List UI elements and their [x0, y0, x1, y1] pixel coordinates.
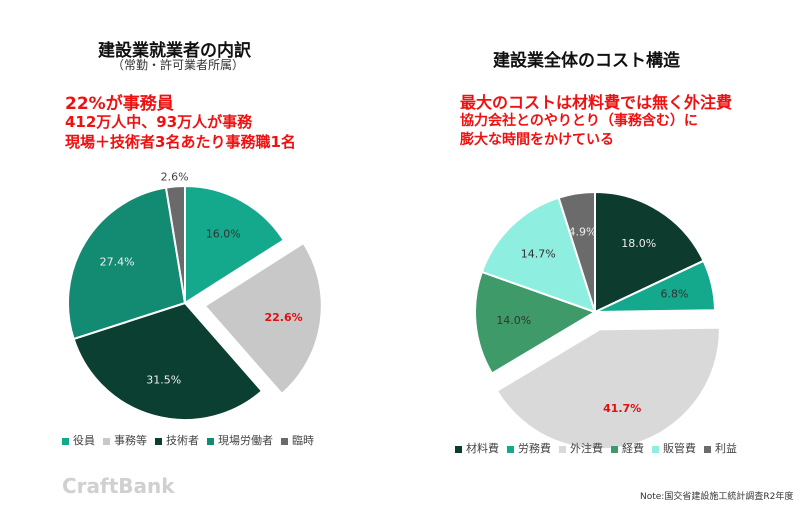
chart1-note-2: 現場＋技術者3名あたり事務職1名 — [65, 133, 296, 151]
legend-swatch — [704, 445, 711, 453]
legend-swatch — [559, 445, 566, 453]
chart1-subtitle: （常勤・許可業者所属） — [112, 58, 245, 72]
pie-slice-0-4 — [164, 184, 186, 304]
chart2-title: 建設業全体のコスト構造 — [493, 51, 680, 71]
legend-item: 技術者 — [155, 432, 199, 448]
legend-label: 材料費 — [466, 442, 499, 455]
pie-slice-0-2 — [72, 301, 264, 421]
legend-swatch — [507, 445, 514, 453]
legend-label: 経費 — [622, 442, 644, 455]
data-label-0-3: 27.4% — [100, 256, 135, 269]
chart1-headline: 22%が事務員 — [65, 94, 174, 114]
chart2-legend: 材料費 労務費 外注費 経費 販管費 利益 — [455, 440, 737, 456]
legend-swatch — [207, 437, 214, 445]
legend-label: 外注費 — [570, 442, 603, 455]
chart2-headline: 最大のコストは材料費では無く外注費 — [460, 93, 733, 112]
data-label-1-3: 14.0% — [496, 314, 531, 327]
legend-label: 販管費 — [663, 442, 696, 455]
legend-swatch — [103, 437, 110, 445]
legend-item: 利益 — [704, 440, 737, 456]
pie-slice-1-2 — [495, 326, 721, 451]
legend-item: 現場労働者 — [207, 432, 273, 448]
legend-swatch — [155, 437, 162, 445]
legend-item: 販管費 — [652, 440, 696, 456]
legend-swatch — [652, 445, 659, 453]
data-label-1-1: 6.8% — [661, 288, 689, 301]
data-label-1-4: 14.7% — [521, 247, 556, 260]
legend-label: 臨時 — [292, 434, 314, 447]
legend-item: 経費 — [611, 440, 644, 456]
legend-swatch — [62, 437, 69, 445]
legend-label: 現場労働者 — [218, 434, 273, 447]
pie-slice-0-0 — [184, 184, 286, 305]
data-label-1-2: 41.7% — [603, 402, 641, 415]
data-label-1-5: 4.9% — [569, 225, 597, 238]
legend-item: 役員 — [62, 432, 95, 448]
legend-swatch — [281, 437, 288, 445]
craftbank-logo: CraftBank — [62, 474, 175, 498]
legend-label: 事務等 — [114, 434, 147, 447]
source-note: Note:国交省建設施工統計調査R2年度 — [640, 492, 794, 502]
chart1-note-1: 412万人中、93万人が事務 — [65, 113, 253, 131]
legend-item: 労務費 — [507, 440, 551, 456]
chart2-note-1: 協力会社とのやりとり（事務含む）に — [460, 113, 698, 129]
legend-label: 技術者 — [166, 434, 199, 447]
data-label-0-4: 2.6% — [161, 170, 189, 183]
data-label-0-1: 22.6% — [264, 311, 302, 324]
pie-slice-1-3 — [474, 270, 598, 375]
legend-label: 労務費 — [518, 442, 551, 455]
legend-item: 事務等 — [103, 432, 147, 448]
legend-label: 利益 — [715, 442, 737, 455]
data-label-1-0: 18.0% — [621, 237, 656, 250]
pie-slice-0-3 — [67, 186, 187, 341]
legend-item: 外注費 — [559, 440, 603, 456]
chart1-legend: 役員 事務等 技術者 現場労働者 臨時 — [62, 432, 314, 448]
pie-slice-1-1 — [594, 259, 717, 313]
legend-item: 材料費 — [455, 440, 499, 456]
legend-item: 臨時 — [281, 432, 314, 448]
pie-slice-1-0 — [594, 190, 705, 314]
legend-label: 役員 — [73, 434, 95, 447]
legend-swatch — [455, 445, 462, 453]
chart1-title: 建設業就業者の内訳 — [98, 41, 251, 61]
pie-slice-1-5 — [557, 190, 596, 313]
legend-swatch — [611, 445, 618, 453]
data-label-0-2: 31.5% — [146, 374, 181, 387]
chart2-note-2: 膨大な時間をかけている — [460, 132, 614, 148]
data-label-0-0: 16.0% — [206, 227, 241, 240]
pie-slice-0-1 — [203, 241, 323, 396]
